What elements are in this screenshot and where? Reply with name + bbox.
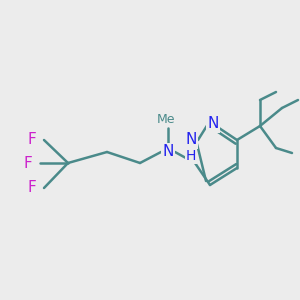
Text: H: H	[186, 149, 196, 163]
Text: N: N	[162, 145, 174, 160]
Text: F: F	[23, 155, 32, 170]
Text: Me: Me	[157, 113, 175, 126]
Text: N: N	[207, 116, 219, 131]
Text: N: N	[185, 133, 197, 148]
Text: F: F	[27, 181, 36, 196]
Text: F: F	[27, 133, 36, 148]
